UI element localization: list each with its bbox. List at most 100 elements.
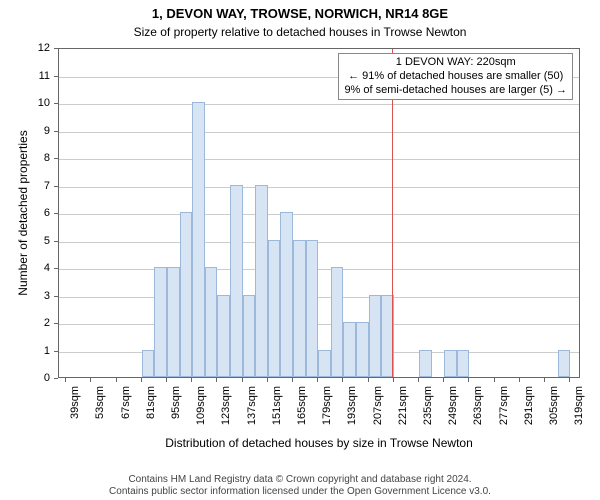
xtick-mark <box>191 378 192 382</box>
gridline <box>59 324 579 325</box>
ytick-label: 11 <box>0 70 50 82</box>
xtick-label: 81sqm <box>145 386 157 436</box>
callout-line3: 9% of semi-detached houses are larger (5… <box>344 84 567 98</box>
xtick-mark <box>468 378 469 382</box>
ytick-label: 10 <box>0 97 50 109</box>
gridline <box>59 269 579 270</box>
xtick-mark <box>443 378 444 382</box>
histogram-bar <box>419 350 432 378</box>
ytick-mark <box>54 158 58 159</box>
xtick-label: 151sqm <box>271 386 283 436</box>
ytick-label: 8 <box>0 152 50 164</box>
xtick-mark <box>292 378 293 382</box>
xtick-label: 123sqm <box>220 386 232 436</box>
ytick-mark <box>54 48 58 49</box>
histogram-bar <box>306 240 319 378</box>
xtick-mark <box>494 378 495 382</box>
histogram-bar <box>243 295 256 378</box>
ytick-mark <box>54 268 58 269</box>
callout-line2: ← 91% of detached houses are smaller (50… <box>344 70 567 84</box>
xtick-mark <box>569 378 570 382</box>
histogram-bar <box>180 212 193 377</box>
ytick-label: 7 <box>0 180 50 192</box>
xtick-label: 263sqm <box>472 386 484 436</box>
histogram-bar <box>343 322 356 377</box>
ytick-label: 1 <box>0 345 50 357</box>
xtick-mark <box>317 378 318 382</box>
xtick-mark <box>141 378 142 382</box>
ytick-mark <box>54 296 58 297</box>
plot-area: 1 DEVON WAY: 220sqm← 91% of detached hou… <box>58 48 580 378</box>
gridline <box>59 187 579 188</box>
gridline <box>59 297 579 298</box>
ytick-mark <box>54 76 58 77</box>
xtick-label: 319sqm <box>573 386 585 436</box>
histogram-bar <box>230 185 243 378</box>
histogram-bar <box>293 240 306 378</box>
callout-box: 1 DEVON WAY: 220sqm← 91% of detached hou… <box>338 53 573 100</box>
xtick-mark <box>116 378 117 382</box>
ytick-label: 6 <box>0 207 50 219</box>
xtick-mark <box>267 378 268 382</box>
ytick-mark <box>54 131 58 132</box>
gridline <box>59 242 579 243</box>
xtick-label: 277sqm <box>498 386 510 436</box>
xtick-mark <box>242 378 243 382</box>
xtick-label: 291sqm <box>523 386 535 436</box>
gridline <box>59 159 579 160</box>
xtick-mark <box>342 378 343 382</box>
xtick-label: 95sqm <box>170 386 182 436</box>
ytick-mark <box>54 103 58 104</box>
xtick-mark <box>418 378 419 382</box>
xtick-mark <box>65 378 66 382</box>
xtick-label: 249sqm <box>447 386 459 436</box>
gridline <box>59 104 579 105</box>
xtick-label: 137sqm <box>246 386 258 436</box>
ytick-mark <box>54 378 58 379</box>
ytick-mark <box>54 213 58 214</box>
histogram-bar <box>369 295 382 378</box>
x-axis-label: Distribution of detached houses by size … <box>58 436 580 450</box>
footer-line2: Contains public sector information licen… <box>0 486 600 498</box>
histogram-bar <box>142 350 155 378</box>
ytick-label: 12 <box>0 42 50 54</box>
xtick-label: 207sqm <box>372 386 384 436</box>
xtick-mark <box>519 378 520 382</box>
xtick-label: 221sqm <box>397 386 409 436</box>
ytick-label: 9 <box>0 125 50 137</box>
ytick-label: 5 <box>0 235 50 247</box>
histogram-bar <box>192 102 205 377</box>
ytick-mark <box>54 323 58 324</box>
ytick-label: 0 <box>0 372 50 384</box>
gridline <box>59 132 579 133</box>
histogram-bar <box>331 267 344 377</box>
xtick-label: 179sqm <box>321 386 333 436</box>
xtick-label: 165sqm <box>296 386 308 436</box>
ytick-mark <box>54 186 58 187</box>
ytick-mark <box>54 241 58 242</box>
xtick-label: 235sqm <box>422 386 434 436</box>
xtick-label: 67sqm <box>120 386 132 436</box>
callout-line1: 1 DEVON WAY: 220sqm <box>344 56 567 70</box>
histogram-bar <box>205 267 218 377</box>
histogram-bar <box>217 295 230 378</box>
chart-title-line2: Size of property relative to detached ho… <box>0 25 600 39</box>
gridline <box>59 214 579 215</box>
histogram-bar <box>356 322 369 377</box>
histogram-bar <box>154 267 167 377</box>
xtick-mark <box>90 378 91 382</box>
histogram-bar <box>280 212 293 377</box>
histogram-bar <box>444 350 457 378</box>
xtick-mark <box>544 378 545 382</box>
xtick-label: 39sqm <box>69 386 81 436</box>
attribution-footer: Contains HM Land Registry data © Crown c… <box>0 474 600 498</box>
histogram-bar <box>558 350 571 378</box>
xtick-mark <box>166 378 167 382</box>
footer-line1: Contains HM Land Registry data © Crown c… <box>0 474 600 486</box>
xtick-label: 305sqm <box>548 386 560 436</box>
chart-title-line1: 1, DEVON WAY, TROWSE, NORWICH, NR14 8GE <box>0 6 600 21</box>
histogram-bar <box>268 240 281 378</box>
xtick-mark <box>393 378 394 382</box>
xtick-mark <box>368 378 369 382</box>
xtick-label: 53sqm <box>94 386 106 436</box>
